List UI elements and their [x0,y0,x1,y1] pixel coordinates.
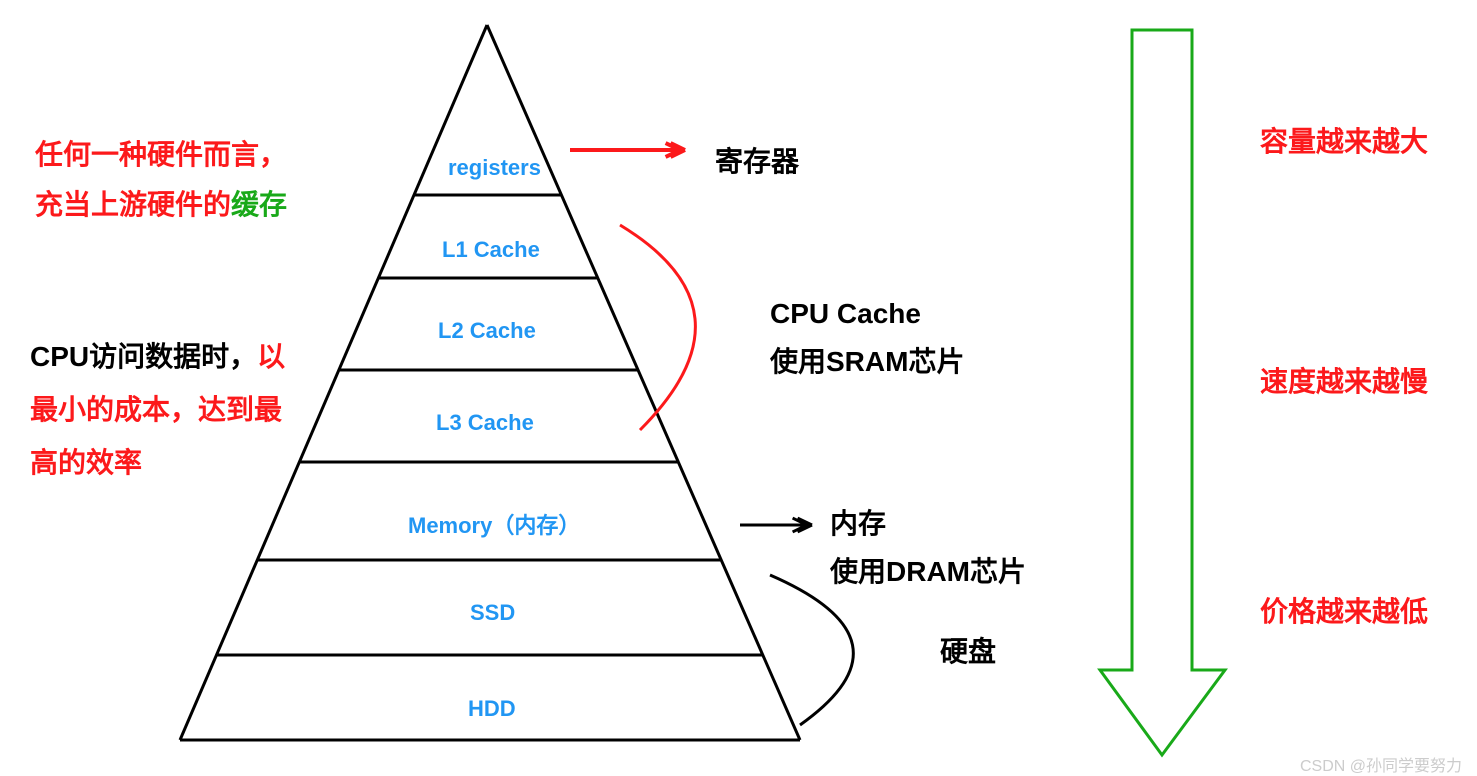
mem-l1: 内存 [830,508,886,539]
pyramid-level-label: HDD [468,696,516,722]
cache-l2: 使用SRAM芯片 [770,346,964,377]
mem-l2: 使用DRAM芯片 [830,556,1026,587]
pyramid-level-label: registers [448,155,541,181]
left-annotation-1: 任何一种硬件而言， 充当上游硬件的缓存 [35,130,287,231]
lt2-line1b: 以 [257,341,285,372]
watermark: CSDN @孙同学要努力 [1300,752,1462,776]
right-label-capacity: 容量越来越大 [1260,120,1428,160]
pyramid-level-label: SSD [470,600,515,626]
lt2-line2: 最小的成本，达到最 [30,394,282,425]
pyramid-level-label: Memory（内存） [408,508,580,540]
left-annotation-2: CPU访问数据时，以最小的成本，达到最高的效率 [30,330,285,490]
pyramid-level-label: L3 Cache [436,410,534,436]
annotation-memory: 内存使用DRAM芯片 [830,500,1026,595]
annotation-cache: CPU Cache 使用SRAM芯片 [770,290,964,385]
lt1-line1: 任何一种硬件而言， [35,139,287,170]
right-label-speed: 速度越来越慢 [1260,360,1428,400]
lt1-line2b: 缓存 [231,189,287,220]
pyramid-level-label: L2 Cache [438,318,536,344]
annotation-disk: 硬盘 [940,630,996,670]
pyramid-level-label: L1 Cache [442,237,540,263]
lt2-line1a: CPU访问数据时， [30,341,257,372]
annotation-registers: 寄存器 [715,140,799,180]
lt2-line3: 高的效率 [30,447,142,478]
diagram-stage: 任何一种硬件而言， 充当上游硬件的缓存 CPU访问数据时，以最小的成本，达到最高的… [0,0,1477,767]
cache-l1: CPU Cache [770,298,921,329]
right-label-price: 价格越来越低 [1260,590,1428,630]
lt1-line2a: 充当上游硬件的 [35,189,231,220]
